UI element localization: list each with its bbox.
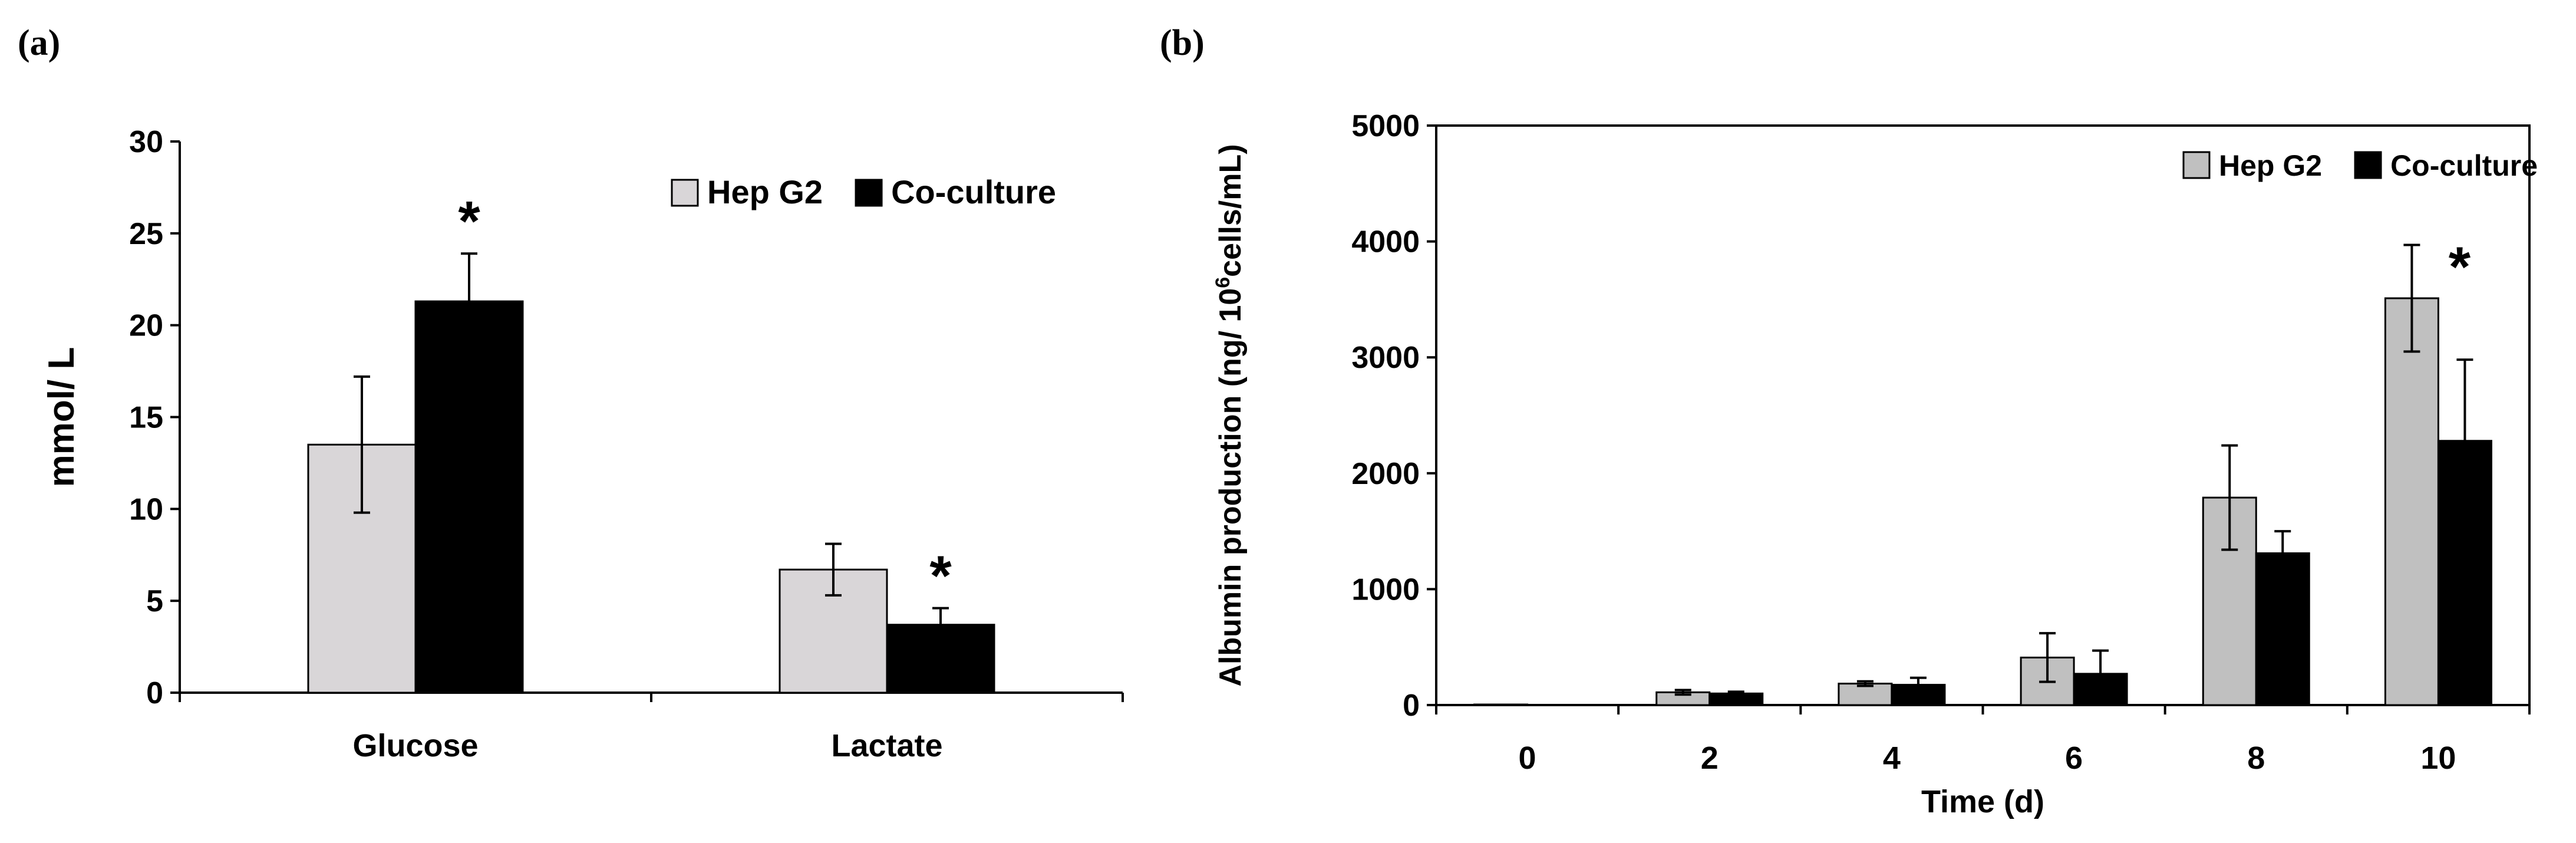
y-axis-title-part: Albumin production (ng/ 10 xyxy=(1213,288,1248,687)
x-tick-label: 6 xyxy=(2065,740,2083,776)
panel-label-b: (b) xyxy=(1160,23,1205,63)
y-axis-title-part: cells/mL) xyxy=(1213,144,1248,276)
chart-a: 0 5 10 15 20 25 30 Glucose Lactate * * Hep G2 Co-cul… xyxy=(41,125,1124,763)
y-tick-label: 1000 xyxy=(1351,572,1420,607)
y-tick-label: 25 xyxy=(129,217,163,251)
x-tick-label: 2 xyxy=(1701,740,1719,776)
legend-swatch-hep-g2 xyxy=(2182,151,2211,179)
y-tick-label: 4000 xyxy=(1351,225,1420,259)
legend-label: Co-culture xyxy=(891,173,1056,210)
x-tick-label: 4 xyxy=(1883,740,1901,776)
significance-marker: * xyxy=(929,545,952,608)
y-tick-label: 5 xyxy=(146,584,163,618)
x-tick-label: 8 xyxy=(2247,740,2265,776)
x-tick-label: 10 xyxy=(2420,740,2456,776)
y-tick-label: 15 xyxy=(129,401,163,435)
panel-label-a: (a) xyxy=(18,23,61,63)
legend-swatch-co-culture xyxy=(2354,151,2382,179)
legend-label: Co-culture xyxy=(2390,149,2538,182)
significance-marker: * xyxy=(2449,235,2471,298)
bar-hep-g2 xyxy=(2384,297,2439,706)
y-axis-title: Albumin production (ng/ 106cells/mL) xyxy=(1212,144,1248,686)
bar-hep-g2 xyxy=(1473,703,1529,706)
legend-swatch-hep-g2 xyxy=(671,179,699,207)
y-axis-title: mmol/ L xyxy=(41,347,82,488)
x-tick-label: Lactate xyxy=(831,728,942,763)
legend-swatch-co-culture xyxy=(855,179,883,207)
y-tick-label: 5000 xyxy=(1351,109,1420,143)
y-tick-label: 3000 xyxy=(1351,341,1420,375)
y-tick-label: 0 xyxy=(1403,689,1420,723)
chart-b: 0 1000 2000 3000 4000 5000 0 2 4 6 8 10 * Hep G2 Co-cu… xyxy=(1212,109,2538,819)
x-tick-label: Glucose xyxy=(352,728,478,763)
x-axis-title: Time (d) xyxy=(1921,784,2044,819)
legend-label: Hep G2 xyxy=(707,173,823,210)
bar-co-culture xyxy=(414,300,524,694)
x-tick-label: 0 xyxy=(1519,740,1536,776)
y-axis-title-superscript: 6 xyxy=(1212,277,1234,288)
significance-marker: * xyxy=(458,190,480,253)
y-tick-label: 10 xyxy=(129,492,163,526)
y-tick-label: 20 xyxy=(129,309,163,343)
legend-label: Hep G2 xyxy=(2219,149,2322,182)
plot-frame xyxy=(1435,124,2531,706)
y-tick-label: 2000 xyxy=(1351,457,1420,491)
y-tick-label: 30 xyxy=(129,125,163,159)
y-tick-label: 0 xyxy=(146,676,163,710)
